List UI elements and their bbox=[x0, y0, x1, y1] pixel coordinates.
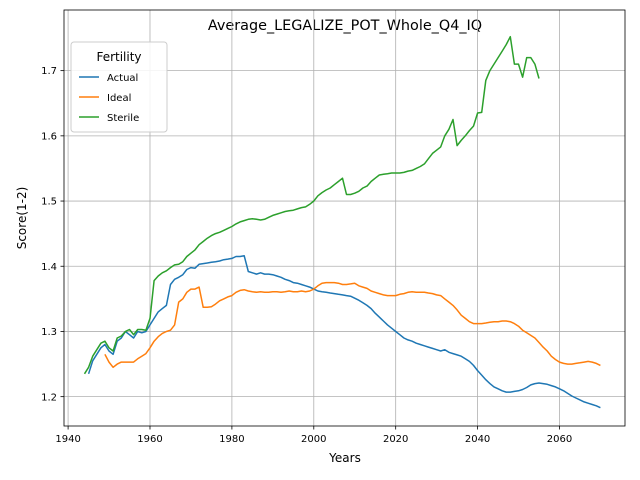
legend-title: Fertility bbox=[96, 50, 141, 64]
x-tick-label: 1940 bbox=[55, 434, 80, 445]
legend-label-sterile: Sterile bbox=[107, 113, 139, 124]
y-axis: 1.2 1.3 1.4 1.5 1.6 1.7 bbox=[41, 66, 64, 403]
y-tick-label: 1.3 bbox=[41, 327, 57, 338]
series-line-actual bbox=[87, 255, 601, 409]
y-tick-label: 1.4 bbox=[41, 262, 57, 273]
x-axis-label: Years bbox=[328, 451, 361, 465]
x-axis: 1940 1960 1980 2000 2020 2040 2060 bbox=[55, 426, 572, 445]
x-tick-label: 2060 bbox=[547, 434, 572, 445]
x-tick-label: 1960 bbox=[137, 434, 162, 445]
series-line-sterile bbox=[83, 35, 540, 375]
x-tick-label: 2040 bbox=[465, 434, 490, 445]
legend-label-ideal: Ideal bbox=[107, 93, 131, 104]
legend: Fertility Actual Ideal Sterile bbox=[70, 41, 168, 133]
y-tick-label: 1.2 bbox=[41, 392, 57, 403]
plot-lines bbox=[83, 35, 601, 409]
legend-label-actual: Actual bbox=[107, 73, 138, 84]
x-tick-label: 2020 bbox=[383, 434, 408, 445]
plot-frame bbox=[63, 9, 626, 427]
series-line-ideal bbox=[104, 281, 601, 369]
y-tick-label: 1.5 bbox=[41, 197, 57, 208]
y-tick-label: 1.6 bbox=[41, 131, 57, 142]
y-tick-label: 1.7 bbox=[41, 66, 57, 77]
x-tick-label: 2000 bbox=[301, 434, 326, 445]
x-tick-label: 1980 bbox=[219, 434, 244, 445]
chart-title: Average_LEGALIZE_POT_Whole_Q4_IQ bbox=[208, 18, 482, 34]
legend-frame bbox=[70, 41, 168, 133]
grid bbox=[64, 10, 625, 426]
y-axis-label: Score(1-2) bbox=[15, 187, 29, 250]
